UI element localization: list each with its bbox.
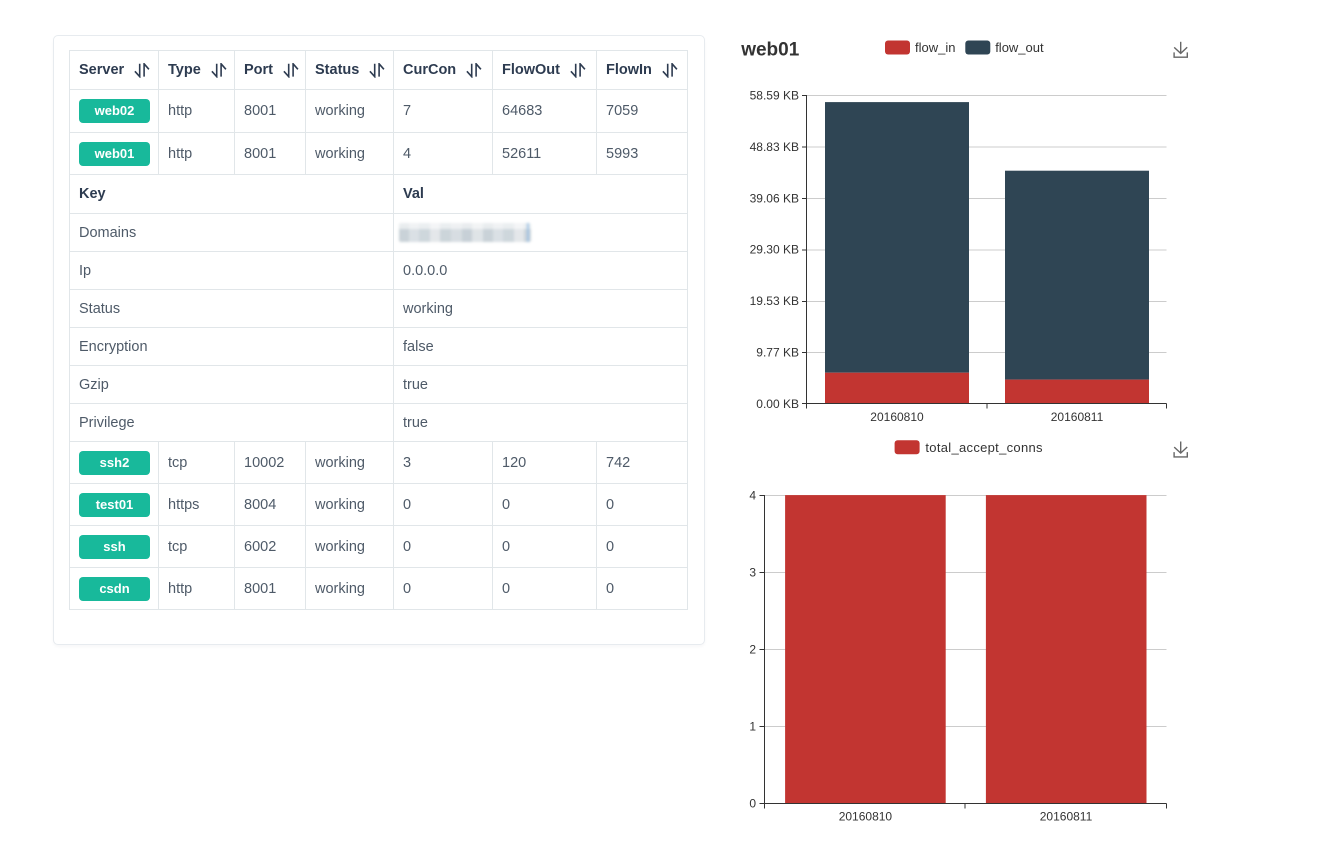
svg-text:20160810: 20160810 <box>839 810 893 824</box>
svg-text:20160810: 20160810 <box>870 410 924 424</box>
svg-text:flow_out: flow_out <box>995 40 1044 55</box>
svg-text:0.00 KB: 0.00 KB <box>756 397 799 411</box>
svg-text:web01: web01 <box>740 40 800 61</box>
svg-text:20160811: 20160811 <box>1051 410 1104 424</box>
svg-text:48.83 KB: 48.83 KB <box>750 140 799 154</box>
svg-text:3: 3 <box>749 565 756 579</box>
svg-text:58.59 KB: 58.59 KB <box>750 88 799 102</box>
svg-text:2: 2 <box>749 642 756 656</box>
svg-text:9.77 KB: 9.77 KB <box>756 346 799 360</box>
svg-text:20160811: 20160811 <box>1040 810 1093 824</box>
svg-text:total_accept_conns: total_accept_conns <box>925 440 1043 455</box>
svg-text:flow_in: flow_in <box>915 40 955 55</box>
svg-text:4: 4 <box>749 488 756 502</box>
svg-text:19.53 KB: 19.53 KB <box>750 294 799 308</box>
svg-text:1: 1 <box>749 719 756 733</box>
svg-text:29.30 KB: 29.30 KB <box>750 243 799 257</box>
svg-text:39.06 KB: 39.06 KB <box>750 191 799 205</box>
svg-text:0: 0 <box>749 796 756 810</box>
